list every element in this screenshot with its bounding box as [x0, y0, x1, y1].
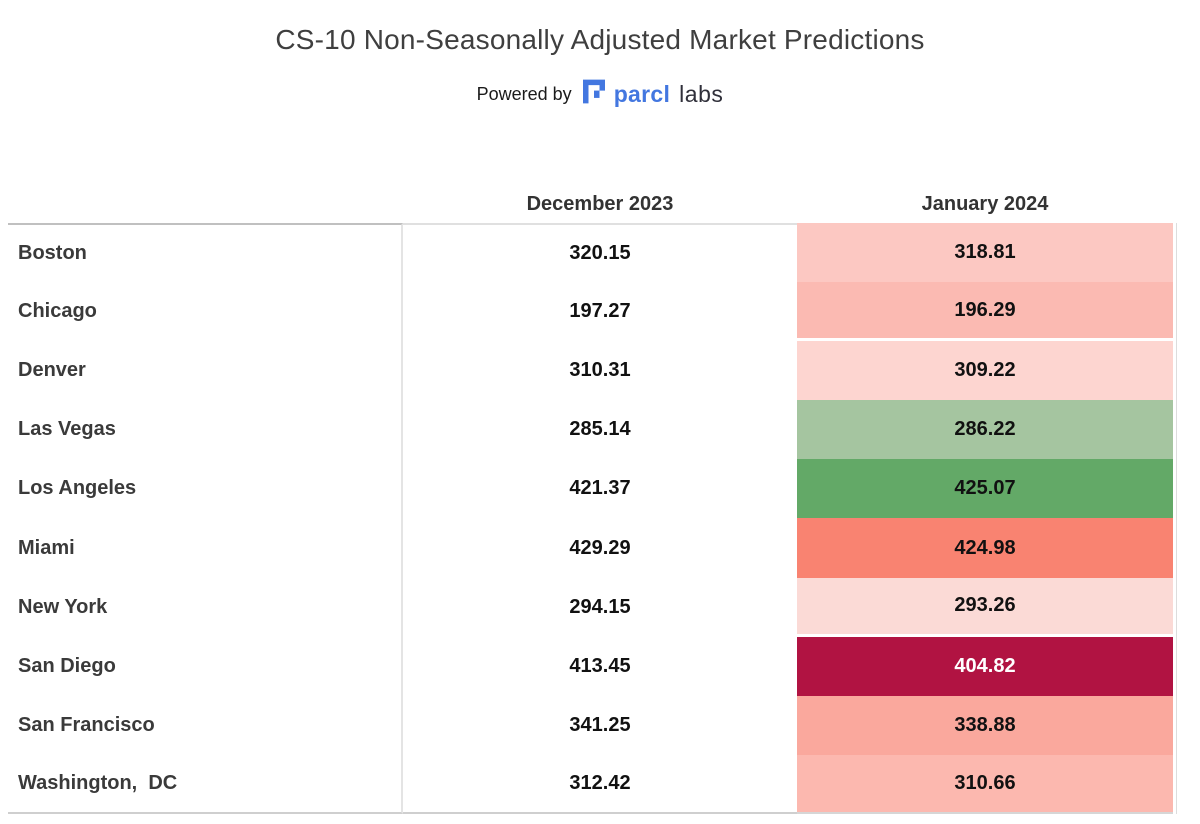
january-value: 318.81 — [797, 223, 1173, 283]
city-label: Denver — [8, 341, 403, 401]
table-row-washington-dc: Washington, DC 312.42 310.66 — [8, 754, 1177, 814]
table-row-new-york: New York 294.15 293.26 — [8, 577, 1177, 637]
december-value: 294.15 — [569, 595, 631, 618]
table-body: Boston 320.15 318.81 Chicago 197.27 196.… — [8, 223, 1177, 814]
table-row-chicago: Chicago 197.27 196.29 — [8, 282, 1177, 342]
december-value: 320.15 — [403, 223, 797, 282]
january-value: 424.98 — [797, 518, 1173, 578]
column-header-january: January 2024 — [921, 193, 1049, 215]
city-label: San Francisco — [8, 695, 403, 755]
table-header-row: December 2023 January 2024 — [8, 187, 1177, 223]
december-value: 341.25 — [569, 713, 631, 736]
january-value: 310.66 — [797, 754, 1173, 814]
table-row-san-francisco: San Francisco 341.25 338.88 — [8, 695, 1177, 755]
parcl-brand-label: parcl — [613, 80, 671, 107]
december-value: 312.42 — [403, 755, 797, 814]
city-label: Los Angeles — [8, 459, 403, 519]
december-value: 421.37 — [569, 477, 631, 500]
city-label: Washington, DC — [8, 754, 403, 814]
column-header-december: December 2023 — [526, 193, 674, 215]
table-right-border — [1176, 223, 1177, 814]
page-title: CS-10 Non-Seasonally Adjusted Market Pre… — [275, 24, 925, 55]
january-value: 286.22 — [797, 400, 1173, 460]
january-value: 293.26 — [797, 577, 1173, 637]
city-label: Miami — [8, 518, 403, 578]
december-value: 285.14 — [569, 418, 631, 441]
predictions-table: December 2023 January 2024 Boston 320.15… — [8, 187, 1177, 814]
january-value: 425.07 — [797, 459, 1173, 519]
january-value: 404.82 — [797, 636, 1173, 696]
attribution: Powered by parcl labs — [0, 78, 1200, 110]
january-value: 309.22 — [797, 341, 1173, 401]
powered-by-label: Powered by — [476, 83, 572, 104]
table-row-denver: Denver 310.31 309.22 — [8, 341, 1177, 401]
january-value: 338.88 — [797, 695, 1173, 755]
january-value: 196.29 — [797, 282, 1173, 342]
december-value: 413.45 — [569, 654, 631, 677]
city-label: Chicago — [8, 282, 403, 342]
city-label: Boston — [8, 223, 403, 283]
city-label: New York — [8, 577, 403, 637]
column-header-city — [8, 216, 403, 223]
december-value: 310.31 — [569, 359, 631, 382]
table-row-las-vegas: Las Vegas 285.14 286.22 — [8, 400, 1177, 460]
parcl-logo-icon — [582, 79, 605, 109]
december-value: 429.29 — [569, 536, 631, 559]
city-label: San Diego — [8, 636, 403, 696]
labs-brand-label: labs — [679, 80, 724, 107]
table-row-san-diego: San Diego 413.45 404.82 — [8, 636, 1177, 696]
table-row-boston: Boston 320.15 318.81 — [8, 223, 1177, 283]
december-value: 197.27 — [569, 300, 631, 323]
table-row-miami: Miami 429.29 424.98 — [8, 518, 1177, 578]
table-row-los-angeles: Los Angeles 421.37 425.07 — [8, 459, 1177, 519]
city-label: Las Vegas — [8, 400, 403, 460]
